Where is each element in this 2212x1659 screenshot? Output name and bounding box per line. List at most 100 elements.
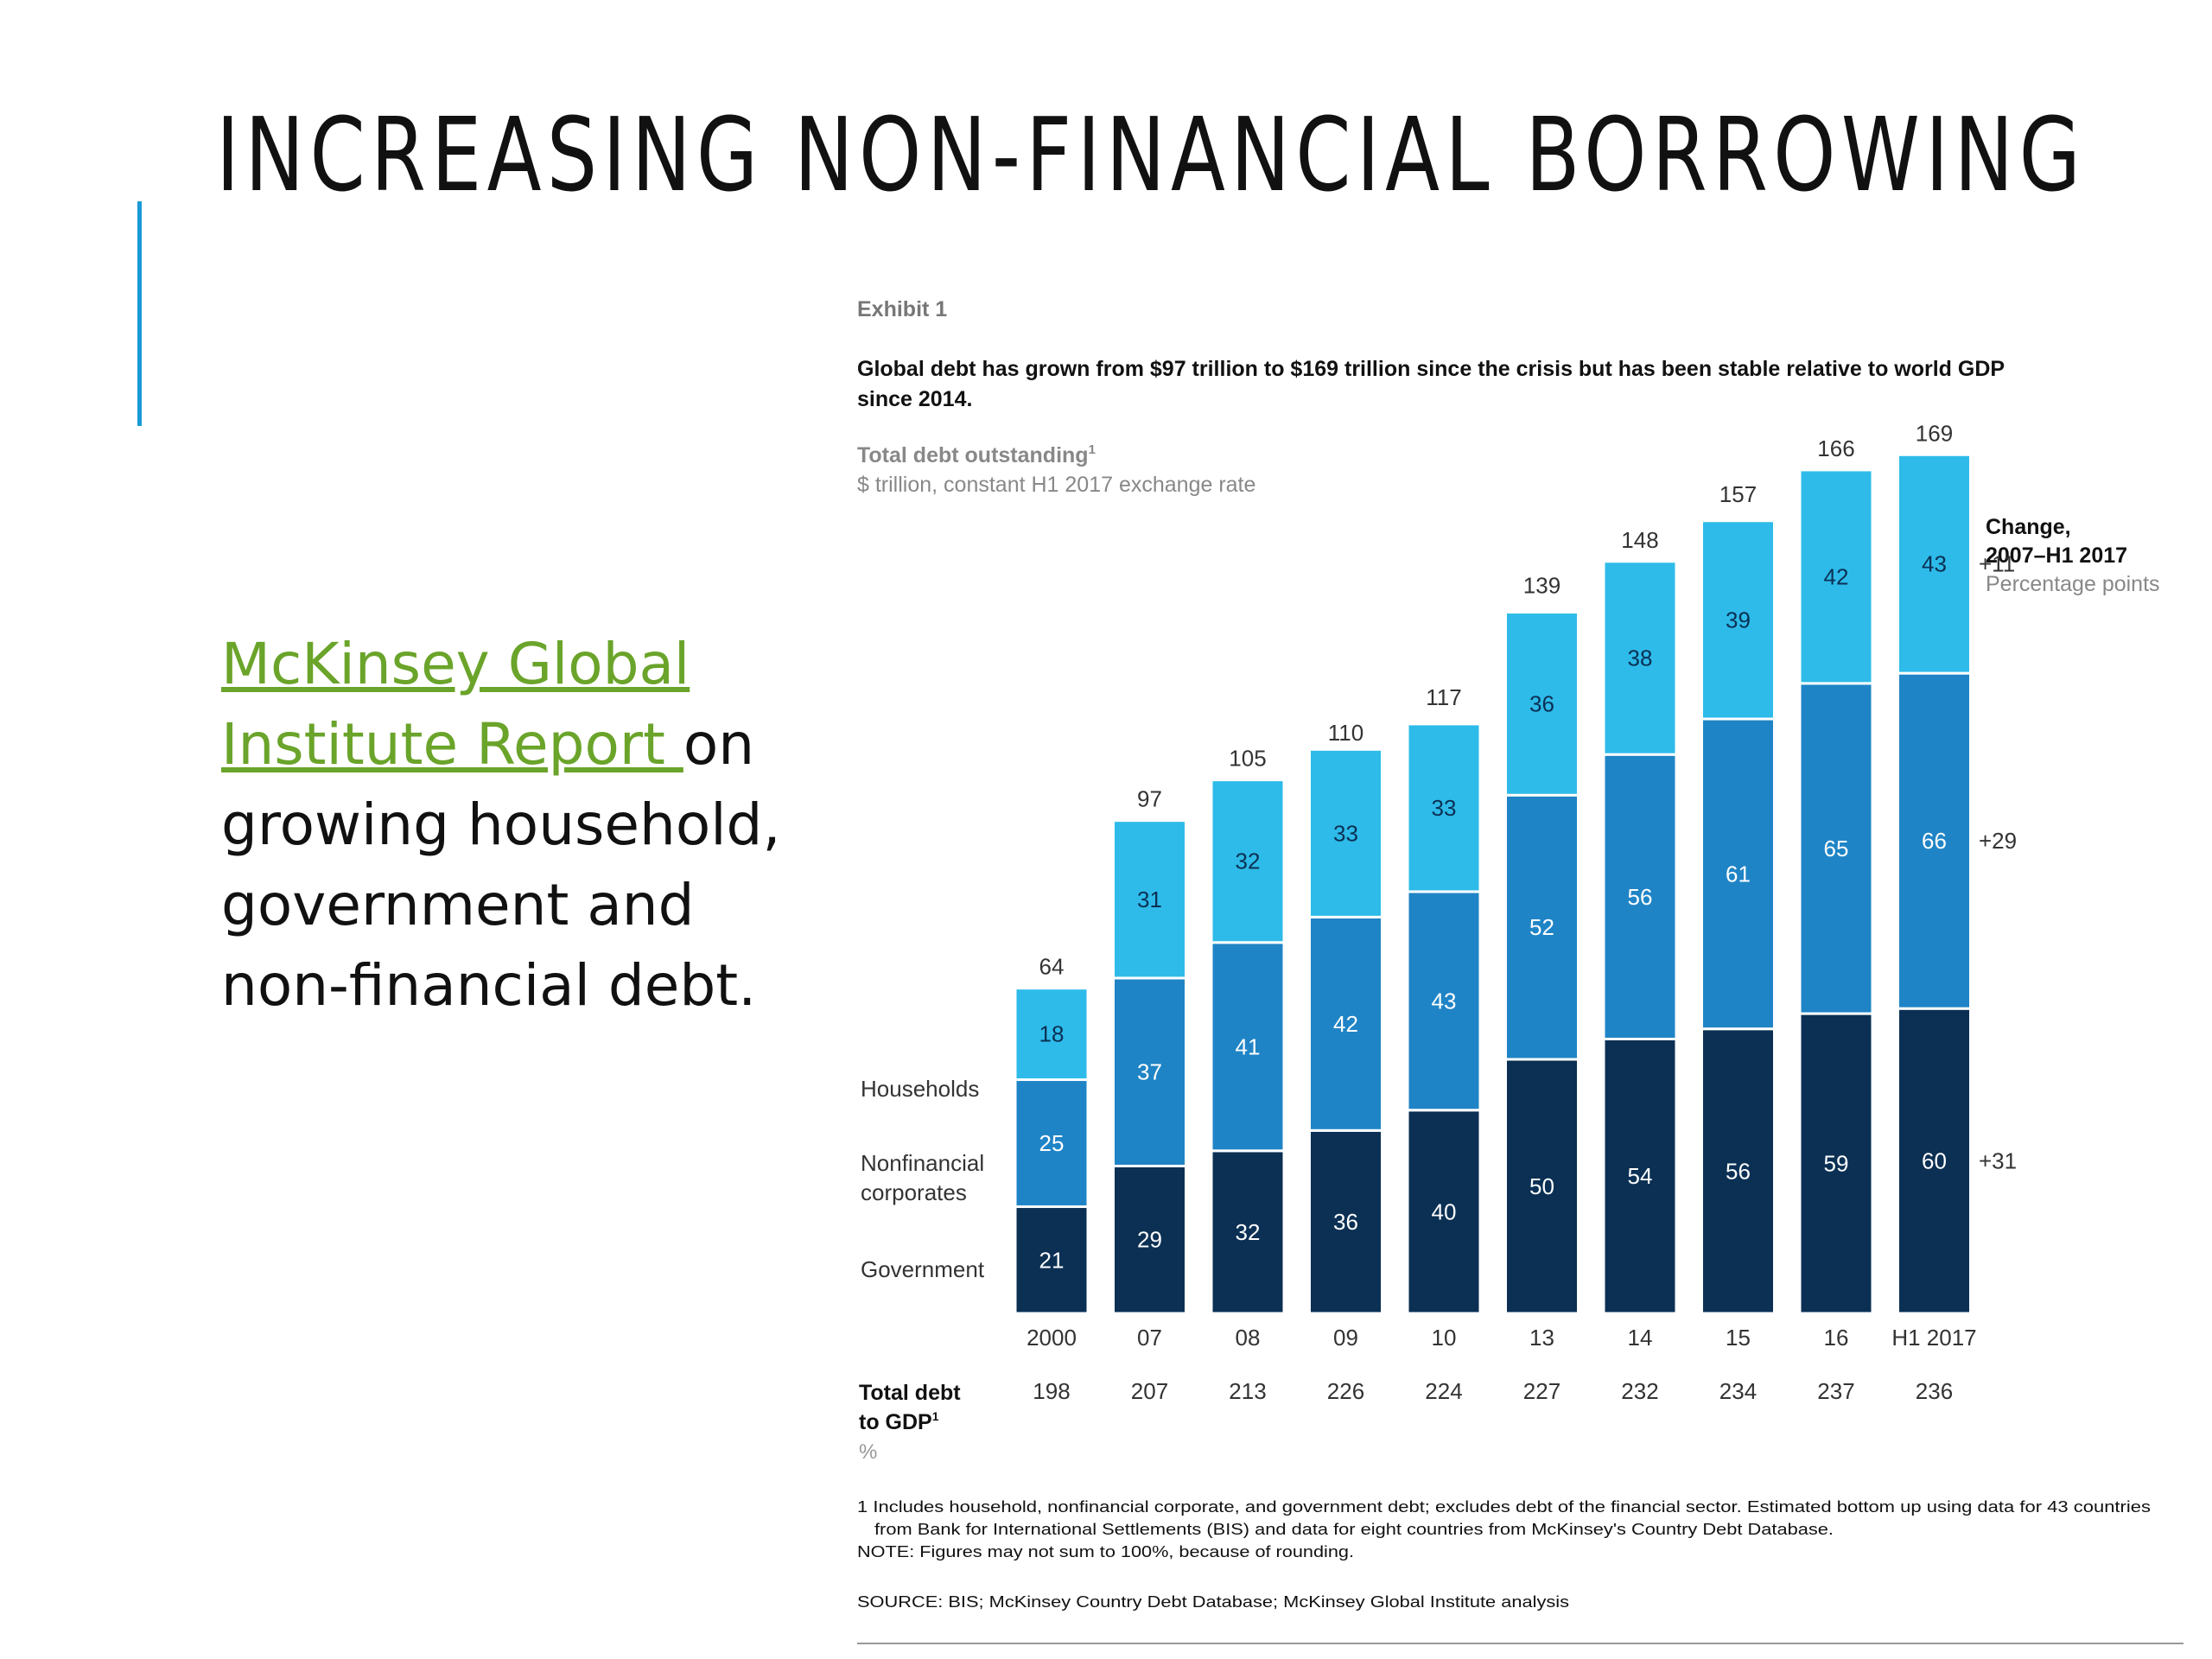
footnote-1: 1 Includes household, nonfinancial corpo… [857,1498,2151,1516]
bar-value-label: 36 [1333,1209,1358,1235]
x-tick-label: 14 [1628,1325,1653,1351]
slide-title: INCREASING NON-FINANCIAL BORROWING [216,95,2087,214]
bar-total-label: 166 [1817,435,1854,461]
debt-to-gdp-value: 207 [1131,1378,1168,1404]
debt-to-gdp-value: 234 [1719,1378,1757,1404]
bar-value-label: 50 [1529,1173,1554,1199]
chart-headline-2: since 2014. [857,387,972,411]
x-tick-label: 2000 [1027,1325,1077,1351]
debt-to-gdp-value: 227 [1523,1378,1560,1404]
bar-segment-households [1798,468,1874,685]
bar-value-label: 40 [1432,1198,1457,1224]
bar-segment-households [1602,560,1678,756]
bar-value-label: 43 [1922,551,1947,577]
bar-value-label: 60 [1922,1148,1947,1174]
bar-segment-households [1308,747,1383,918]
x-tick-label: 08 [1236,1325,1261,1351]
report-link[interactable]: McKinsey Global Institute Report [221,631,690,778]
bar-segment-government [1897,1007,1972,1315]
debt-to-gdp-value: 224 [1425,1378,1462,1404]
bar-value-label: 25 [1039,1130,1065,1156]
x-tick-label: 10 [1432,1325,1457,1351]
bar-value-label: 66 [1922,828,1947,854]
bar-value-label: 56 [1726,1158,1751,1184]
body-text: McKinsey Global Institute Report on grow… [221,624,826,1026]
bar-segment-government [1014,1205,1090,1315]
bars-group: 21 25 18 64 2000 198 29 37 31 97 07 207 32 41 32 105 08 2… [1014,420,2017,1404]
bar-total-label: 105 [1229,746,1266,772]
chart-headline-1: Global debt has grown from $97 trillion … [857,357,2005,381]
bar-value-label: 21 [1039,1247,1065,1273]
bar-total-label: 157 [1719,481,1757,507]
bar-segment-nonfinancial-corporates [1406,890,1482,1112]
bar-segment-nonfinancial-corporates [1897,671,1972,1010]
x-tick-label: H1 2017 [1891,1325,1976,1351]
bar-total-label: 97 [1137,786,1162,812]
bar-value-label: 31 [1137,887,1162,912]
bar-value-label: 37 [1137,1059,1162,1085]
change-unit: Percentage points [1986,572,2160,596]
bar-value-label: 61 [1726,861,1751,887]
bar-total-label: 169 [1916,420,1953,446]
gdp-row-label-2: to GDP1 [859,1409,939,1434]
x-tick-label: 09 [1333,1325,1358,1351]
bar-segment-nonfinancial-corporates [1308,915,1383,1132]
bar-segment-nonfinancial-corporates [1700,717,1776,1031]
gdp-row-label-2-text: to GDP [859,1410,932,1434]
bar-total-label: 110 [1328,720,1363,746]
change-header-1: Change, [1986,515,2071,539]
body-text-rest: on growing household, government and non… [221,711,781,1019]
bar-segment-government [1504,1058,1580,1315]
change-value-households: +11 [1979,551,2015,577]
change-value-nonfinancial-corporates: +29 [1979,828,2017,854]
bar-total-label: 117 [1426,684,1461,710]
legend-households: Households [861,1076,979,1102]
accent-bar [137,201,142,426]
bar-segment-households [1014,987,1090,1082]
chart-title-footnote-mark: 1 [1089,442,1096,457]
bar-value-label: 33 [1333,820,1358,846]
change-value-government: +31 [1979,1148,2017,1174]
x-tick-label: 15 [1726,1325,1751,1351]
bar-value-label: 32 [1236,849,1261,874]
debt-to-gdp-value: 198 [1033,1378,1070,1404]
chart-title: Total debt outstanding1 [857,442,1096,467]
chart-title-text: Total debt outstanding [857,443,1089,467]
x-tick-label: 07 [1137,1325,1162,1351]
gdp-row-unit: % [859,1440,877,1464]
debt-to-gdp-value: 226 [1327,1378,1364,1404]
bar-value-label: 54 [1628,1163,1653,1189]
bar-value-label: 65 [1824,836,1849,861]
bar-value-label: 18 [1039,1021,1065,1047]
legend-corporates: Nonfinancial corporates [861,1150,990,1205]
bar-value-label: 29 [1137,1227,1162,1253]
source-line: SOURCE: BIS; McKinsey Country Debt Datab… [857,1593,1569,1611]
bar-segment-households [1504,611,1580,797]
gdp-row-label-1: Total debt [859,1381,961,1405]
bar-value-label: 39 [1726,607,1751,632]
bar-value-label: 33 [1432,795,1457,821]
bar-value-label: 38 [1628,645,1653,671]
bar-segment-government [1602,1037,1678,1315]
bar-segment-households [1112,819,1187,980]
bar-value-label: 59 [1824,1151,1849,1177]
bar-total-label: 139 [1523,573,1560,599]
chart-subtitle: $ trillion, constant H1 2017 exchange ra… [857,473,1255,497]
debt-to-gdp-value: 236 [1916,1378,1953,1404]
x-tick-label: 13 [1529,1325,1554,1351]
footnote-2: from Bank for International Settlements … [874,1521,1834,1538]
bar-segment-households [1406,722,1482,893]
bar-segment-government [1798,1012,1874,1315]
bar-total-label: 148 [1621,527,1658,553]
footnote-note: NOTE: Figures may not sum to 100%, becau… [857,1543,1354,1560]
x-tick-label: 16 [1824,1325,1849,1351]
bar-value-label: 56 [1628,884,1653,910]
debt-to-gdp-value: 232 [1621,1378,1658,1404]
change-header-2: 2007–H1 2017 [1986,543,2127,568]
bar-value-label: 43 [1432,988,1457,1014]
gdp-row-footnote-mark: 1 [932,1409,939,1423]
bar-segment-households [1897,453,1972,675]
bar-segment-nonfinancial-corporates [1210,941,1286,1153]
bar-total-label: 64 [1039,954,1065,980]
